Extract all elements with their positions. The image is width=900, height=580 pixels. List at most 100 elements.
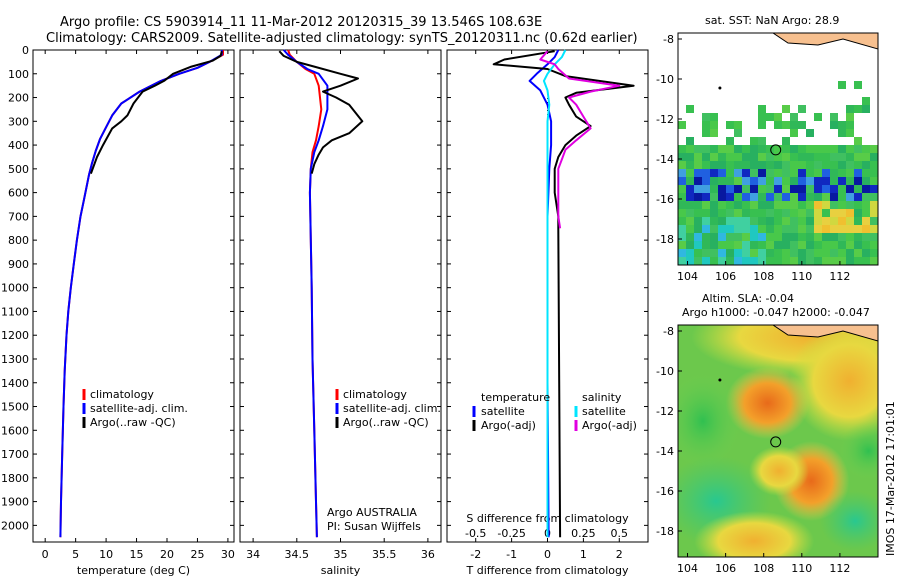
sst-cell — [870, 217, 878, 225]
sst-cell — [734, 177, 742, 185]
salinity-footer-label: PI: Susan Wijffels — [327, 520, 421, 533]
sst-cell — [678, 217, 686, 225]
sst-cell — [830, 225, 838, 233]
map-y-tick-label: -14 — [656, 153, 674, 166]
sst-cell — [718, 241, 726, 249]
sla-map-title-line-1: Altim. SLA: -0.04 — [702, 292, 794, 305]
sst-cell — [846, 113, 854, 121]
sst-cell — [678, 185, 686, 193]
sst-cell — [862, 193, 870, 201]
sst-cell — [750, 161, 758, 169]
sst-cell — [718, 249, 726, 257]
sst-map-frame — [677, 32, 879, 266]
sst-cell — [766, 217, 774, 225]
sst-cell — [862, 153, 870, 161]
sst-cell — [838, 121, 846, 129]
sst-cell — [734, 225, 742, 233]
sst-cell — [790, 217, 798, 225]
depth-tick-label: 700 — [8, 210, 29, 223]
sst-cell — [766, 209, 774, 217]
sst-cell — [838, 233, 846, 241]
sst-cell — [702, 129, 710, 137]
sst-cell — [846, 129, 854, 137]
sst-cell — [766, 177, 774, 185]
sst-cell — [782, 225, 790, 233]
temperature-series-argo — [89, 50, 223, 174]
sst-cell — [870, 193, 878, 201]
sst-argo-marker — [770, 144, 782, 156]
sst-cell — [854, 249, 862, 257]
sst-cell — [678, 169, 686, 177]
sst-cell — [798, 201, 806, 209]
sst-cell — [798, 185, 806, 193]
sst-cell — [782, 217, 790, 225]
sst-cell — [806, 249, 814, 257]
sst-cell — [750, 225, 758, 233]
difference-legend-header: temperature — [481, 391, 550, 404]
sst-cell — [694, 201, 702, 209]
sst-cell — [862, 161, 870, 169]
sst-cell — [870, 201, 878, 209]
sst-cell — [766, 169, 774, 177]
sst-cell — [790, 209, 798, 217]
depth-tick-label: 1700 — [1, 448, 29, 461]
sst-cell — [718, 153, 726, 161]
sst-cell — [830, 177, 838, 185]
sla-map-ticks: 104 106 108 110 112 -8 -10 -12 -14 -16 -18 — [656, 325, 850, 575]
sst-cell — [822, 185, 830, 193]
sst-cell — [726, 233, 734, 241]
depth-tick-label: 1800 — [1, 472, 29, 485]
sla-map-frame — [677, 324, 879, 558]
temperature-x-tick-label: 0 — [42, 548, 49, 561]
difference-top-tick-label: -0.25 — [497, 527, 525, 540]
sst-cell — [758, 137, 766, 145]
sst-cell — [726, 257, 734, 265]
sst-cell — [822, 233, 830, 241]
sst-cell — [782, 137, 790, 145]
sst-cell — [814, 145, 822, 153]
sst-cell — [814, 209, 822, 217]
sst-cell — [774, 177, 782, 185]
depth-tick-label: 900 — [8, 258, 29, 271]
sst-cell — [854, 225, 862, 233]
sst-cell — [806, 145, 814, 153]
sst-cell — [742, 185, 750, 193]
difference-x-tick-label: -1 — [506, 548, 517, 561]
sst-cell — [790, 153, 798, 161]
sst-cell — [838, 241, 846, 249]
sst-cell — [822, 161, 830, 169]
sst-cell — [766, 193, 774, 201]
sst-cell — [726, 225, 734, 233]
temperature-x-tick-label: 5 — [72, 548, 79, 561]
depth-tick-label: 0 — [22, 44, 29, 57]
depth-tick-label: 1200 — [1, 329, 29, 342]
difference-x-tick-label: 2 — [616, 548, 623, 561]
sst-cell — [734, 121, 742, 129]
sst-cell — [710, 201, 718, 209]
sst-cell — [758, 169, 766, 177]
sst-cell — [806, 153, 814, 161]
temperature-legend-label: Argo(..raw -QC) — [90, 416, 176, 429]
sst-cell — [750, 153, 758, 161]
sst-cell — [750, 177, 758, 185]
sst-cell — [710, 161, 718, 169]
sst-cell — [822, 209, 830, 217]
sst-cell — [782, 169, 790, 177]
sst-cell — [790, 201, 798, 209]
sst-cell — [710, 177, 718, 185]
sst-cell — [718, 193, 726, 201]
sst-cell — [678, 121, 686, 129]
sst-cell — [838, 81, 846, 89]
sst-cell — [806, 217, 814, 225]
sst-cell — [830, 121, 838, 129]
sst-cell — [694, 169, 702, 177]
sst-cell — [710, 257, 718, 265]
sst-cell — [854, 105, 862, 113]
sst-cell — [790, 257, 798, 265]
salinity-frame — [239, 49, 442, 543]
sst-cell — [742, 145, 750, 153]
sst-cell — [702, 217, 710, 225]
sst-cell — [838, 145, 846, 153]
sst-cell — [734, 169, 742, 177]
